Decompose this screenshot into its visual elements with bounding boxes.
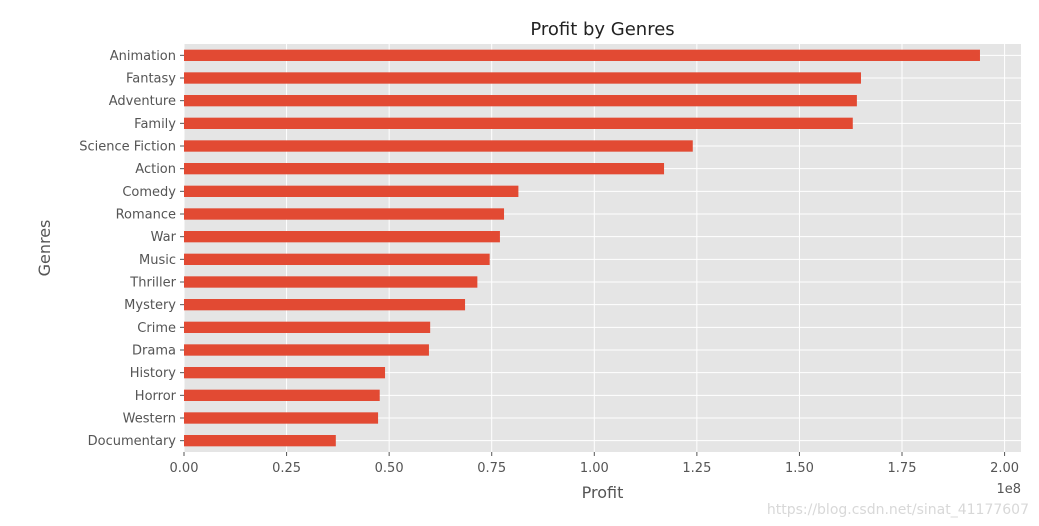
y-axis-label: Genres [35, 220, 54, 277]
y-tick-label: Family [134, 117, 176, 132]
x-tick-label: 2.00 [990, 461, 1019, 476]
bar-comedy [184, 185, 519, 197]
y-tick-label: Science Fiction [79, 140, 176, 155]
bar-horror [184, 389, 380, 401]
y-tick-label: Action [135, 162, 176, 177]
chart-title: Profit by Genres [530, 19, 674, 40]
y-tick-label: War [151, 230, 177, 245]
y-tick-label: Drama [132, 344, 176, 359]
bar-documentary [184, 435, 336, 447]
bar-war [184, 231, 500, 243]
y-tick-label: Animation [110, 49, 176, 64]
bar-history [184, 367, 386, 379]
y-tick-label: Comedy [122, 185, 176, 200]
bar-adventure [184, 95, 857, 107]
x-axis-ticks: 0.00 0.25 0.50 0.75 1.00 1.25 1.50 1.75 2.00 [170, 452, 1019, 476]
y-tick-label: Western [123, 412, 176, 427]
y-tick-label: Thriller [129, 276, 176, 291]
bar-romance [184, 208, 505, 220]
plot-area [184, 44, 1021, 452]
y-tick-label: Romance [116, 208, 176, 223]
bar-action [184, 163, 665, 175]
x-tick-label: 0.75 [477, 461, 506, 476]
bar-science-fiction [184, 140, 693, 152]
x-tick-label: 1.00 [580, 461, 609, 476]
x-tick-label: 1.25 [682, 461, 711, 476]
y-axis-ticks: Animation Fantasy Adventure Family Science F… [79, 49, 184, 449]
y-tick-label: Horror [135, 389, 177, 404]
y-tick-label: Crime [137, 321, 176, 336]
y-tick-label: Adventure [109, 94, 176, 109]
bar-drama [184, 344, 429, 356]
bar-fantasy [184, 72, 861, 84]
bar-music [184, 253, 490, 265]
x-tick-label: 1.75 [888, 461, 917, 476]
y-tick-label: Music [139, 253, 176, 268]
x-tick-label: 0.25 [272, 461, 301, 476]
x-axis-label: Profit [582, 483, 624, 502]
y-tick-label: Mystery [124, 298, 176, 313]
x-axis-scale-offset: 1e8 [996, 482, 1021, 497]
x-tick-label: 1.50 [785, 461, 814, 476]
bar-western [184, 412, 379, 424]
x-tick-label: 0.50 [375, 461, 404, 476]
x-tick-label: 0.00 [170, 461, 199, 476]
y-tick-label: Documentary [88, 434, 177, 449]
bar-mystery [184, 299, 466, 311]
bar-family [184, 117, 853, 129]
y-tick-label: Fantasy [126, 72, 176, 87]
bar-thriller [184, 276, 478, 288]
y-tick-label: History [130, 366, 177, 381]
watermark-text: https://blog.csdn.net/sinat_41177607 [766, 502, 1029, 518]
bar-crime [184, 321, 431, 333]
bars [184, 49, 980, 447]
bar-animation [184, 49, 980, 61]
